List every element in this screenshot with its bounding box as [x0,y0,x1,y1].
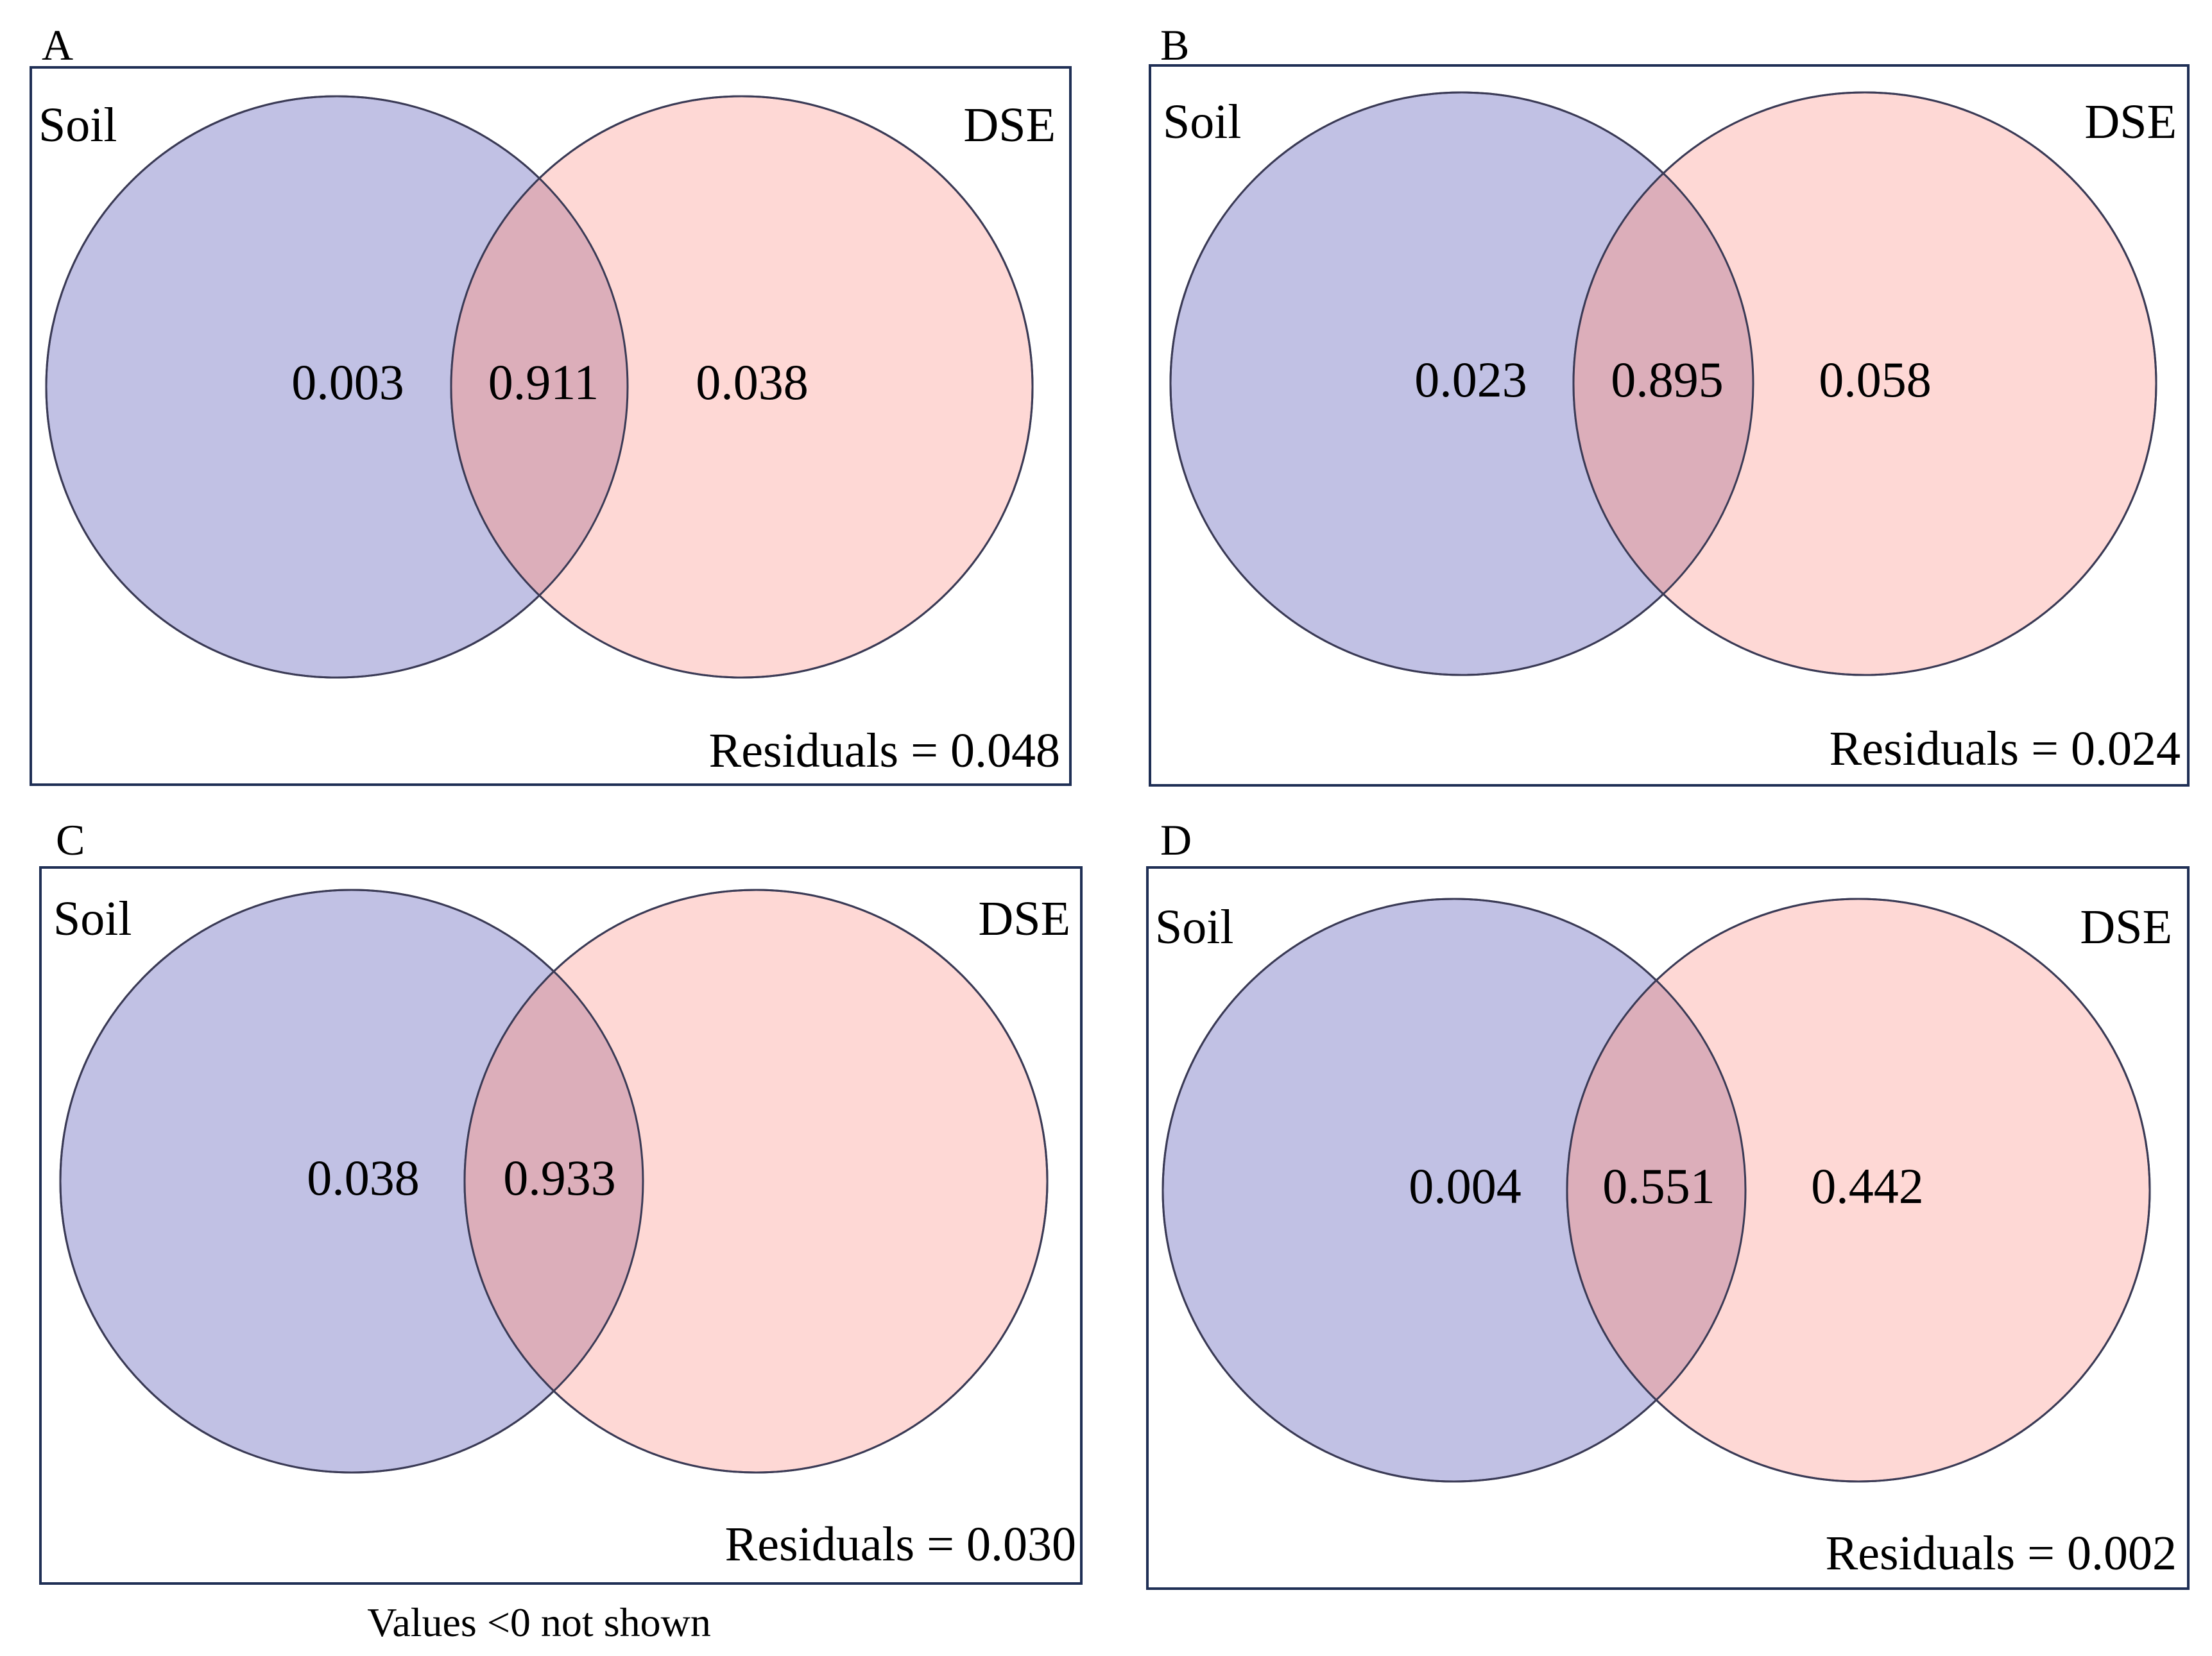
soil-only-value: 0.004 [1409,1158,1522,1214]
panel-frame [39,866,1083,1585]
panel-a: A Soil DSE 0.003 0.911 0.038 Residuals =… [30,21,1072,786]
dse-circle-outline [463,889,1049,1474]
panel-letter: C [56,815,85,864]
soil-only-value: 0.038 [307,1150,420,1206]
dse-only-value: 0.442 [1811,1158,1924,1214]
dse-only-value: 0.038 [696,354,809,410]
dse-only-value: 0.058 [1819,352,1932,407]
soil-only-value: 0.023 [1414,352,1527,407]
panel-letter: B [1160,21,1189,69]
footnote: Values <0 not shown [367,1600,711,1645]
panel-letter: D [1160,815,1192,864]
soil-label: Soil [39,98,117,152]
panel-b: B Soil DSE 0.023 0.895 0.058 Residuals =… [1149,21,2190,787]
soil-label: Soil [53,892,132,946]
residuals-text: Residuals = 0.030 [725,1517,1076,1571]
soil-circle-outline [59,889,644,1474]
dse-label: DSE [2084,95,2177,149]
residuals-text: Residuals = 0.024 [1830,722,2181,776]
soil-circle-outline [1169,91,1754,676]
shared-value: 0.895 [1611,352,1724,407]
panel-frame [1149,64,2190,787]
soil-label: Soil [1163,95,1242,149]
dse-circle-outline [1566,898,2151,1483]
panel-d: D Soil DSE 0.004 0.551 0.442 Residuals =… [1146,815,2190,1590]
panel-frame [30,66,1072,786]
soil-label: Soil [1155,900,1234,954]
shared-value: 0.933 [503,1150,616,1206]
dse-label: DSE [978,892,1070,946]
dse-circle-outline [450,95,1034,679]
dse-label: DSE [2080,900,2172,954]
residuals-text: Residuals = 0.048 [709,724,1060,778]
dse-circle-outline [1572,91,2157,676]
soil-circle-outline [1162,898,1747,1483]
panel-c: C Soil DSE 0.038 0.933 Residuals = 0.030 [39,815,1083,1585]
soil-only-value: 0.003 [291,354,404,410]
soil-circle-outline [45,95,629,679]
shared-value: 0.551 [1602,1158,1715,1214]
panel-letter: A [42,21,73,69]
dse-label: DSE [963,98,1056,152]
panel-frame [1146,866,2190,1590]
residuals-text: Residuals = 0.002 [1826,1526,2177,1580]
shared-value: 0.911 [488,354,599,410]
